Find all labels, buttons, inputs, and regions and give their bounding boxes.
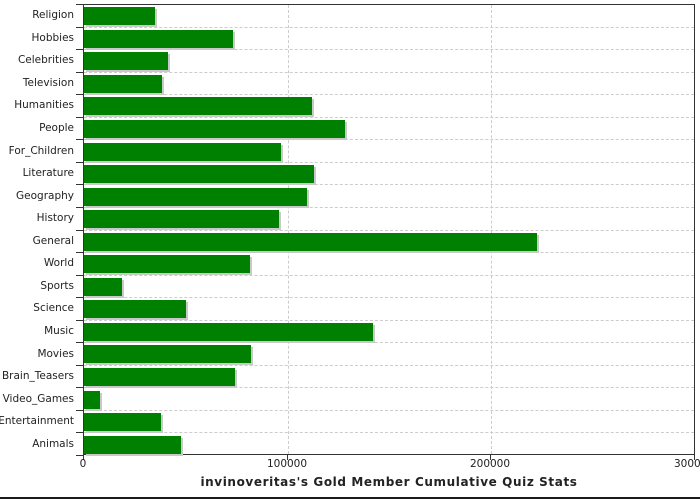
y-axis-tick [76, 184, 83, 185]
bar [84, 74, 162, 93]
y-axis-tick [76, 297, 83, 298]
horizontal-gridline [84, 94, 694, 95]
horizontal-gridline [84, 184, 694, 185]
y-axis-label: Sports [40, 279, 74, 292]
horizontal-gridline [84, 49, 694, 50]
horizontal-gridline [84, 365, 694, 366]
horizontal-gridline [84, 297, 694, 298]
horizontal-gridline [84, 72, 694, 73]
horizontal-gridline [84, 410, 694, 411]
vertical-gridline [491, 5, 492, 454]
y-axis-label: Brain_Teasers [1, 370, 74, 383]
bar [84, 300, 186, 319]
y-axis-tick [76, 139, 83, 140]
y-axis-label: Movies [37, 347, 74, 360]
horizontal-gridline [84, 320, 694, 321]
y-axis-tick [76, 320, 83, 321]
horizontal-gridline [84, 207, 694, 208]
y-axis-label: Geography [16, 189, 74, 202]
horizontal-gridline [84, 230, 694, 231]
y-axis-tick [76, 207, 83, 208]
horizontal-gridline [84, 252, 694, 253]
x-axis-tick-label: 200000 [469, 458, 511, 470]
x-axis-tick [83, 455, 84, 460]
chart-title: invinoveritas's Gold Member Cumulative Q… [200, 475, 578, 489]
bar [84, 119, 345, 138]
bar [84, 52, 168, 71]
bar [84, 390, 100, 409]
bar [84, 29, 233, 48]
bar [84, 210, 279, 229]
y-axis-tick [76, 252, 83, 253]
y-axis-label: Literature [22, 167, 74, 180]
y-axis-label: Science [33, 302, 74, 315]
image-bottom-border [0, 497, 700, 499]
x-axis-tick-label: 0 [79, 458, 87, 470]
y-axis-tick [76, 117, 83, 118]
horizontal-gridline [84, 342, 694, 343]
y-axis-tick [76, 27, 83, 28]
bar [84, 368, 235, 386]
y-axis-tick [76, 94, 83, 95]
y-axis-label: General [32, 234, 74, 247]
horizontal-gridline [84, 162, 694, 163]
x-axis-tick [490, 455, 491, 460]
y-axis-label: Humanities [14, 99, 74, 112]
x-axis-tick-label: 300000 [673, 458, 700, 470]
y-axis-tick [76, 410, 83, 411]
y-axis-tick [76, 342, 83, 343]
bar [84, 7, 155, 26]
bar [84, 345, 251, 364]
bar [84, 232, 537, 251]
horizontal-gridline [84, 139, 694, 140]
horizontal-gridline [84, 27, 694, 28]
y-axis-label: Celebrities [17, 54, 74, 67]
bar [84, 97, 312, 116]
x-axis-tick [694, 455, 695, 460]
y-axis-tick [76, 230, 83, 231]
y-axis-label: History [36, 212, 74, 225]
y-axis-tick [76, 387, 83, 388]
plot-area [83, 4, 695, 455]
bar [84, 142, 281, 161]
bar [84, 413, 161, 432]
y-axis-tick [76, 162, 83, 163]
y-axis-label: Video_Games [2, 392, 74, 405]
bar [84, 435, 181, 454]
y-axis-label: World [43, 257, 74, 270]
y-axis-label: Television [22, 76, 74, 89]
x-axis-tick [287, 455, 288, 460]
y-axis-label: Religion [32, 9, 74, 22]
y-axis-tick [76, 365, 83, 366]
y-axis-tick [76, 455, 83, 456]
y-axis-tick [76, 4, 83, 5]
vertical-gridline [288, 5, 289, 454]
y-axis-label: For_Children [8, 144, 74, 157]
y-axis-label: Hobbies [31, 31, 75, 44]
horizontal-gridline [84, 117, 694, 118]
y-axis-label: People [39, 122, 74, 135]
bar [84, 255, 250, 274]
y-axis-tick [76, 432, 83, 433]
y-axis-label: Entertainment [0, 415, 74, 428]
bar [84, 165, 314, 184]
bar [84, 187, 307, 206]
x-axis-tick-label: 100000 [266, 458, 308, 470]
horizontal-gridline [84, 275, 694, 276]
y-axis-label: Music [44, 324, 74, 337]
horizontal-gridline [84, 387, 694, 388]
y-axis-tick [76, 275, 83, 276]
horizontal-gridline [84, 432, 694, 433]
y-axis-label: Animals [32, 437, 74, 450]
y-axis-tick [76, 72, 83, 73]
bar [84, 322, 373, 341]
y-axis-tick [76, 49, 83, 50]
bar [84, 277, 122, 296]
